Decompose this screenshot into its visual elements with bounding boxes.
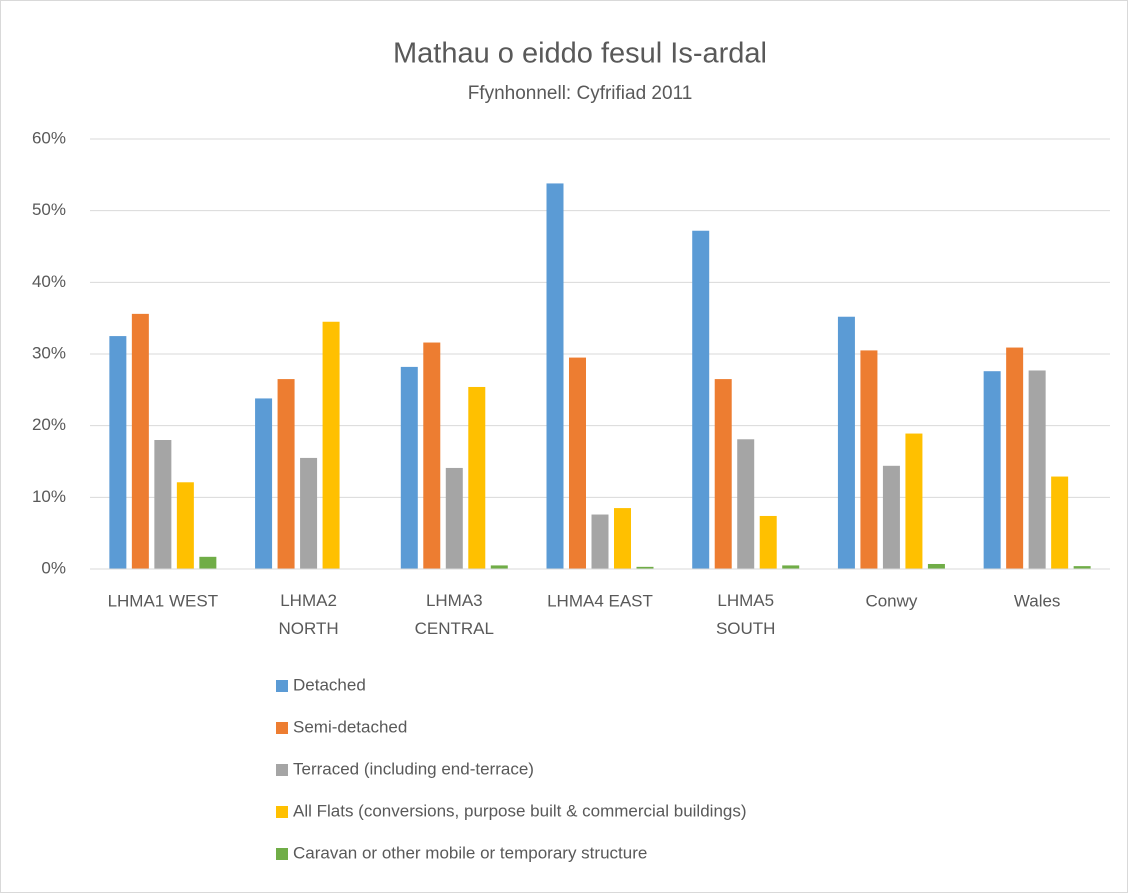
- bar: [1073, 566, 1091, 569]
- y-tick-label: 60%: [32, 128, 66, 147]
- bar: [546, 183, 564, 569]
- bar: [154, 440, 172, 569]
- x-tick-label: LHMA3 CENTRAL: [415, 591, 494, 638]
- bar: [322, 321, 340, 569]
- bar: [569, 357, 586, 569]
- bar: [983, 371, 1001, 569]
- legend-swatch: [276, 806, 288, 818]
- x-tick-label: Wales: [1014, 591, 1061, 610]
- bar: [176, 482, 194, 569]
- legend-swatch: [276, 848, 288, 860]
- bar: [591, 514, 609, 569]
- legend-label: Terraced (including end-terrace): [293, 759, 534, 778]
- bar: [782, 565, 800, 569]
- chart-title: Mathau o eiddo fesul Is-ardal: [393, 38, 767, 70]
- legend-label: All Flats (conversions, purpose built & …: [293, 801, 747, 820]
- bar: [300, 457, 318, 569]
- bar: [860, 350, 878, 569]
- y-tick-label: 30%: [32, 343, 66, 362]
- bar: [1006, 347, 1024, 569]
- legend-label: Detached: [293, 675, 366, 694]
- y-tick-label: 40%: [32, 272, 66, 291]
- legend-swatch: [276, 764, 288, 776]
- y-tick-label: 0%: [41, 558, 66, 577]
- bar: [905, 433, 923, 569]
- bar: [131, 313, 149, 569]
- bar: [737, 439, 755, 569]
- bar: [490, 565, 508, 569]
- legend-swatch: [276, 680, 288, 692]
- y-tick-label: 50%: [32, 200, 66, 219]
- bar: [400, 366, 418, 569]
- bar: [927, 563, 945, 569]
- legend-label: Caravan or other mobile or temporary str…: [293, 843, 647, 862]
- legend-swatch: [276, 722, 288, 734]
- bar: [199, 556, 217, 569]
- bar: [423, 342, 441, 569]
- y-tick-label: 20%: [32, 415, 66, 434]
- bar: [255, 398, 273, 569]
- x-tick-label: LHMA5 SOUTH: [716, 591, 776, 638]
- chart-subtitle: Ffynhonnell: Cyfrifiad 2011: [468, 83, 693, 104]
- bar: [468, 386, 486, 569]
- bar: [882, 465, 900, 569]
- y-tick-label: 10%: [32, 487, 66, 506]
- x-tick-label: LHMA1 WEST: [108, 591, 219, 610]
- bar: [636, 566, 654, 569]
- bar: [714, 379, 732, 569]
- bar: [837, 316, 855, 569]
- x-tick-label: Conwy: [865, 591, 917, 610]
- bar: [692, 230, 710, 569]
- bar: [1051, 476, 1069, 569]
- bar: [1028, 370, 1046, 569]
- bar: [759, 515, 777, 569]
- bar: [277, 379, 295, 569]
- x-tick-label: LHMA2 NORTH: [279, 591, 339, 638]
- legend-label: Semi-detached: [293, 717, 407, 736]
- bar: [614, 508, 631, 569]
- bar: [109, 336, 127, 569]
- bar: [445, 467, 463, 569]
- x-tick-label: LHMA4 EAST: [547, 591, 653, 610]
